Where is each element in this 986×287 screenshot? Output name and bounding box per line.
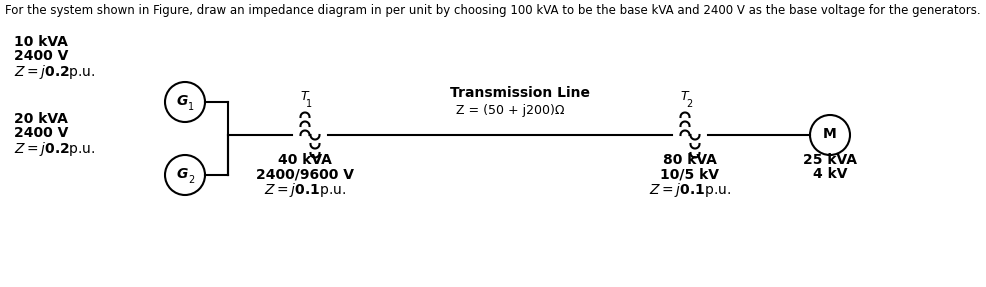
Text: G: G	[176, 94, 187, 108]
Text: 4 kV: 4 kV	[812, 167, 847, 181]
Text: G: G	[176, 167, 187, 181]
Text: $Z = j\mathbf{0.1}$p.u.: $Z = j\mathbf{0.1}$p.u.	[264, 181, 346, 199]
Text: $Z = j\mathbf{0.2}$p.u.: $Z = j\mathbf{0.2}$p.u.	[14, 140, 96, 158]
Text: 2: 2	[188, 175, 194, 185]
Text: 2400/9600 V: 2400/9600 V	[256, 167, 354, 181]
Text: Transmission Line: Transmission Line	[450, 86, 590, 100]
Text: 25 kVA: 25 kVA	[803, 153, 857, 167]
Text: 2: 2	[686, 99, 692, 109]
Text: 2400 V: 2400 V	[14, 126, 68, 140]
Text: 20 kVA: 20 kVA	[14, 112, 68, 126]
Text: Z = (50 + j200)Ω: Z = (50 + j200)Ω	[456, 104, 564, 117]
Text: 2400 V: 2400 V	[14, 49, 68, 63]
Text: 1: 1	[188, 102, 194, 112]
Text: 10/5 kV: 10/5 kV	[661, 167, 720, 181]
Text: T: T	[300, 90, 308, 103]
Text: For the system shown in Figure, draw an impedance diagram in per unit by choosin: For the system shown in Figure, draw an …	[5, 4, 981, 17]
Text: T: T	[680, 90, 687, 103]
Text: 80 kVA: 80 kVA	[663, 153, 717, 167]
Text: M: M	[823, 127, 837, 141]
Text: 40 kVA: 40 kVA	[278, 153, 332, 167]
Text: 1: 1	[306, 99, 313, 109]
Text: $Z = j\mathbf{0.2}$p.u.: $Z = j\mathbf{0.2}$p.u.	[14, 63, 96, 81]
Text: $Z = j\mathbf{0.1}$p.u.: $Z = j\mathbf{0.1}$p.u.	[649, 181, 731, 199]
Text: 10 kVA: 10 kVA	[14, 35, 68, 49]
